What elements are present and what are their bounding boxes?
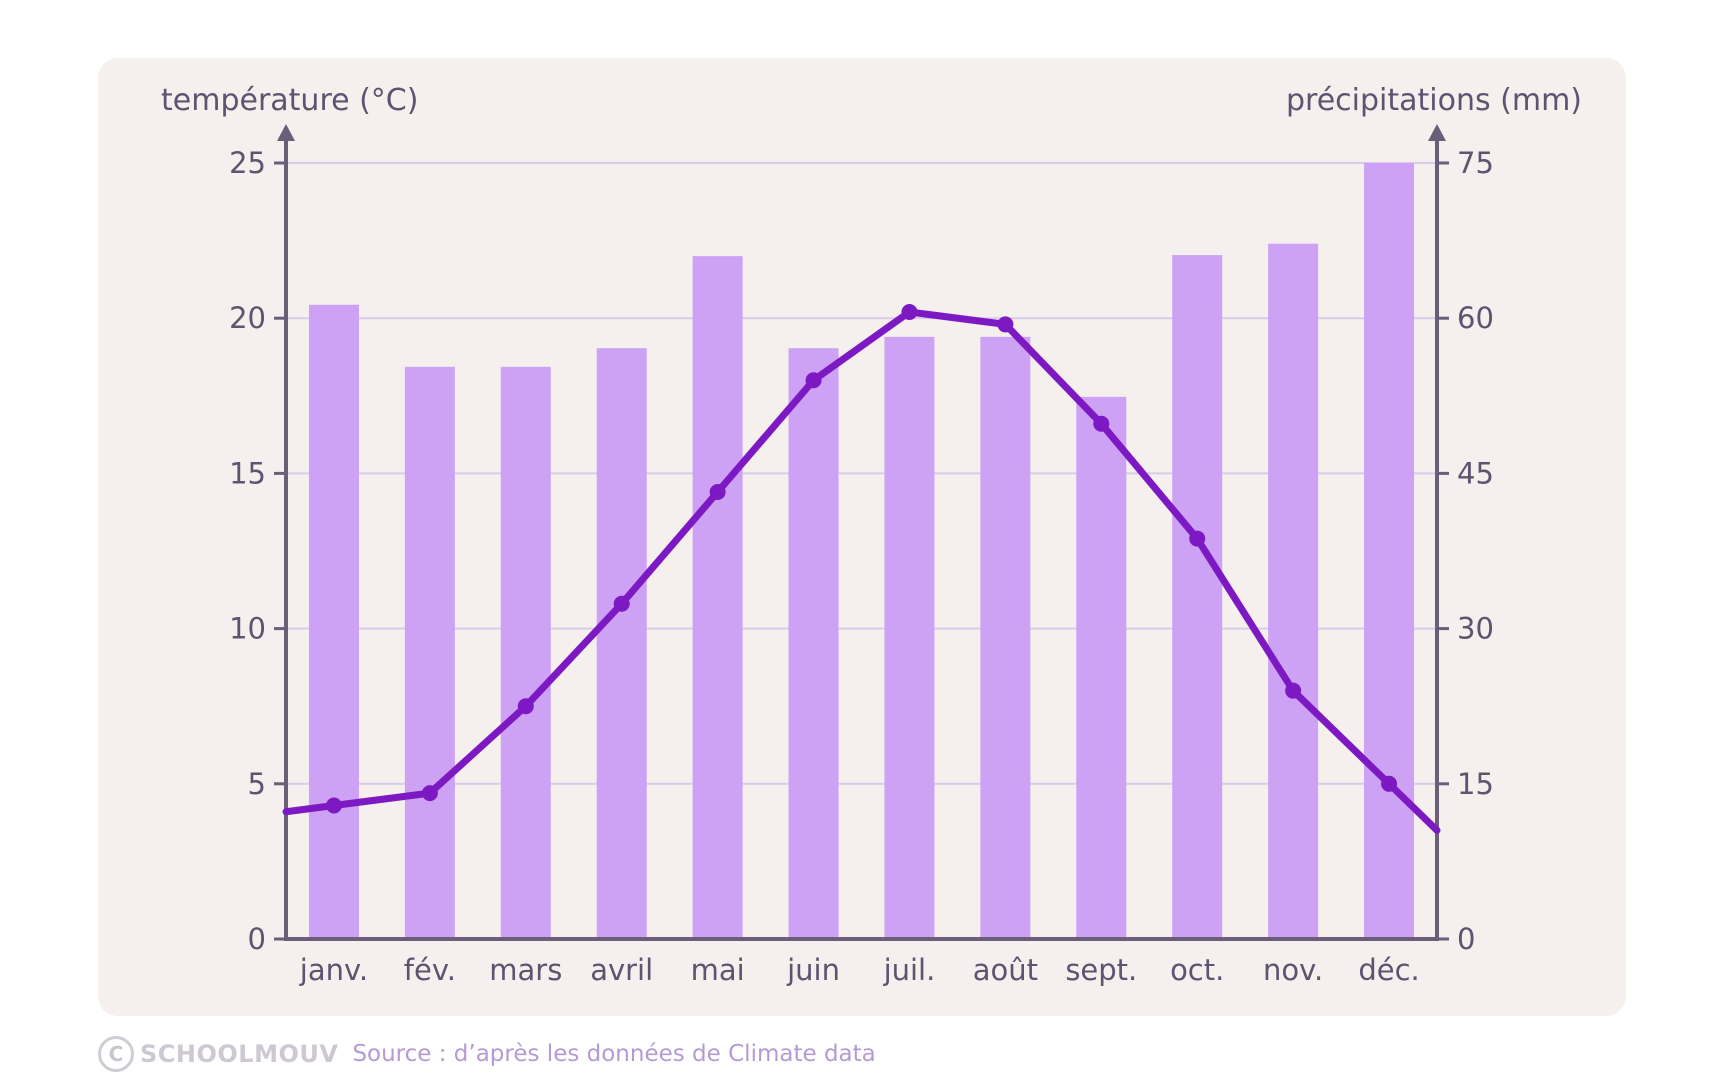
month-label: sept. xyxy=(1065,953,1137,987)
right-axis-arrow-icon xyxy=(1428,124,1446,141)
right-tick-label: 45 xyxy=(1457,456,1494,490)
precipitation-bar xyxy=(1076,396,1127,939)
precipitation-bar xyxy=(596,348,647,939)
month-label: août xyxy=(973,953,1038,987)
temperature-point xyxy=(1093,415,1110,432)
temperature-point xyxy=(325,797,342,814)
temperature-point xyxy=(1189,530,1206,547)
precipitation-bar xyxy=(404,366,455,939)
precipitation-bar xyxy=(788,348,839,939)
right-tick-label: 75 xyxy=(1457,146,1494,180)
month-label: fév. xyxy=(404,953,456,987)
left-tick-label: 20 xyxy=(229,301,266,335)
precipitation-bar xyxy=(1268,243,1319,940)
right-axis-title: précipitations (mm) xyxy=(1286,83,1582,118)
footer: C SCHOOLMOUV Source : d’après les donnée… xyxy=(98,1034,876,1074)
month-label: oct. xyxy=(1170,953,1224,987)
precipitation-bar xyxy=(692,256,743,939)
month-label: mai xyxy=(691,953,745,987)
temperature-point xyxy=(709,484,726,501)
temperature-point xyxy=(517,698,534,715)
temperature-point xyxy=(1381,775,1398,792)
left-tick-label: 5 xyxy=(248,767,266,801)
right-tick-label: 30 xyxy=(1457,612,1494,646)
temperature-point xyxy=(421,785,438,802)
right-tick-label: 15 xyxy=(1457,767,1494,801)
month-label: juil. xyxy=(883,953,936,987)
month-label: janv. xyxy=(299,953,368,987)
precipitation-bar xyxy=(1364,163,1415,939)
left-tick-label: 25 xyxy=(229,146,266,180)
precipitation-bar xyxy=(500,366,551,939)
temperature-point xyxy=(997,316,1014,333)
chart-panel xyxy=(98,58,1626,1016)
source-note: Source : d’après les données de Climate … xyxy=(352,1041,876,1067)
precipitation-bar xyxy=(884,336,935,940)
month-label: avril xyxy=(590,953,653,987)
precipitation-bar xyxy=(980,336,1031,940)
left-tick-label: 10 xyxy=(229,612,266,646)
month-label: nov. xyxy=(1263,953,1323,987)
left-tick-label: 15 xyxy=(229,456,266,490)
precipitation-bar xyxy=(1172,255,1223,939)
temperature-point xyxy=(901,303,918,320)
temperature-point xyxy=(1285,682,1302,699)
left-axis-arrow-icon xyxy=(277,124,295,141)
temperature-line xyxy=(282,308,1441,834)
temperature-point xyxy=(805,372,822,389)
left-axis-title: température (°C) xyxy=(161,83,418,118)
precipitation-bar xyxy=(308,304,359,939)
brand-name: SCHOOLMOUV xyxy=(140,1040,339,1068)
temperature-point xyxy=(613,595,630,612)
month-label: juin xyxy=(786,953,840,987)
copyright-logo-icon: C xyxy=(98,1036,134,1072)
left-tick-label: 0 xyxy=(248,922,266,956)
right-tick-label: 60 xyxy=(1457,301,1494,335)
month-label: déc. xyxy=(1358,953,1419,987)
right-tick-label: 0 xyxy=(1457,922,1475,956)
month-label: mars xyxy=(489,953,562,987)
